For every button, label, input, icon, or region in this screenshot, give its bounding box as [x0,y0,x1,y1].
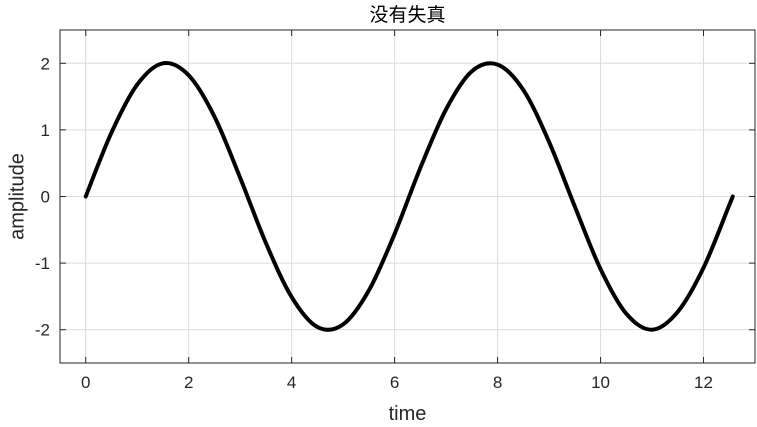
x-tick-label: 2 [184,373,193,392]
x-tick-label: 0 [81,373,90,392]
x-tick-label: 10 [591,373,610,392]
x-axis-label: time [389,403,427,425]
y-tick-label: -2 [35,321,50,340]
x-tick-label: 8 [493,373,502,392]
y-tick-label: 0 [41,188,50,207]
y-tick-label: 1 [41,121,50,140]
chart-title: 没有失真 [369,4,445,26]
x-tick-label: 12 [694,373,713,392]
x-tick-label: 4 [287,373,296,392]
y-axis-label: amplitude [6,153,28,240]
x-tick-label: 6 [390,373,399,392]
series-layer [83,61,735,332]
y-tick-label: 2 [41,54,50,73]
series-line [83,61,735,332]
y-tick-label: -1 [35,254,50,273]
